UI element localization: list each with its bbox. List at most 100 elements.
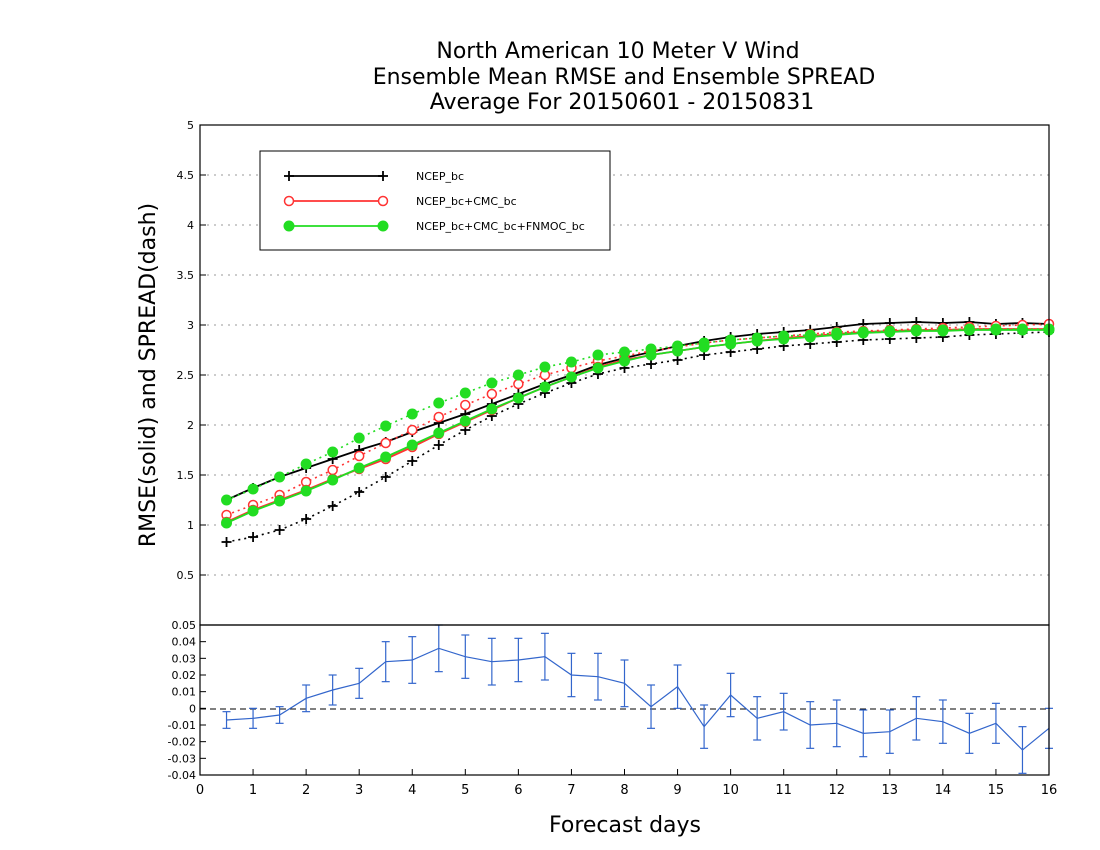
data-point (619, 355, 630, 367)
data-point (354, 487, 365, 497)
data-point (284, 171, 294, 181)
y-tick-label: 4.5 (177, 169, 195, 182)
data-point (910, 325, 922, 337)
data-point (513, 378, 524, 390)
data-point (407, 424, 418, 436)
x-axis-label: Forecast days (549, 813, 701, 838)
y-tick-label: 0.02 (172, 669, 197, 682)
error-bar (328, 674, 337, 706)
data-point (301, 514, 312, 524)
data-point (486, 377, 498, 389)
data-point (327, 501, 338, 511)
y-tick-label: 1 (187, 519, 194, 532)
data-point (778, 333, 790, 345)
data-point (460, 399, 471, 411)
error-bar (832, 699, 841, 748)
data-point (1016, 324, 1028, 336)
data-point (406, 439, 418, 451)
y-tick-label: -0.04 (168, 769, 196, 782)
error-bar (885, 709, 894, 754)
data-point (247, 483, 259, 495)
data-point (274, 525, 285, 535)
x-tick-label: 13 (882, 783, 899, 798)
top-y-axis-ticks: 0.5 1 1.5 2 2.5 3 3.5 4 4.5 5 (177, 119, 206, 582)
data-point (327, 464, 338, 476)
data-point (353, 462, 365, 474)
x-tick-label: 8 (620, 783, 628, 798)
data-point (751, 335, 763, 347)
error-bar (275, 706, 284, 724)
x-tick-label: 9 (673, 783, 681, 798)
legend: NCEP_bc NCEP_bc+CMC_bc NCEP_bc+CMC_bc+FNMO… (259, 150, 611, 251)
error-bar (647, 684, 656, 729)
data-point (283, 195, 295, 207)
data-point (565, 356, 577, 368)
top-series-layer (221, 317, 1055, 547)
series-line-spread (226, 323, 1050, 516)
x-tick-label: 1 (249, 783, 257, 798)
error-bar (593, 652, 602, 701)
data-point (300, 485, 312, 497)
data-point (327, 474, 339, 486)
y-tick-label: 0.05 (172, 619, 197, 632)
data-point (433, 427, 445, 439)
y-tick-label: 5 (187, 119, 194, 132)
bottom-series-layer (222, 624, 1053, 774)
x-tick-label: 0 (196, 783, 204, 798)
y-tick-label: 0 (189, 702, 196, 715)
legend-label: NCEP_bc (416, 170, 464, 183)
data-point (884, 326, 896, 338)
data-point (247, 505, 259, 517)
data-point (539, 361, 551, 373)
y-tick-label: 0.03 (172, 652, 197, 665)
y-axis-label: RMSE(solid) and SPREAD(dash) (136, 203, 161, 547)
data-point (512, 369, 524, 381)
x-tick-label: 15 (988, 783, 1005, 798)
data-point (300, 458, 312, 470)
data-point (486, 403, 498, 415)
data-point (433, 397, 445, 409)
legend-label: NCEP_bc+CMC_bc (416, 195, 517, 208)
y-tick-label: 2 (187, 419, 194, 432)
y-tick-label: 3.5 (177, 269, 195, 282)
error-bar (726, 672, 735, 718)
error-bar (567, 652, 576, 698)
data-point (698, 341, 710, 353)
title-line-2: Ensemble Mean RMSE and Ensemble SPREAD (373, 65, 876, 90)
data-point (283, 220, 295, 232)
data-point (380, 451, 392, 463)
data-point (327, 446, 339, 458)
data-point (565, 371, 577, 383)
x-tick-label: 14 (935, 783, 952, 798)
x-tick-label: 7 (567, 783, 575, 798)
bottom-y-axis-ticks: -0.04 -0.03 -0.02 -0.01 0 0.01 0.02 0.03 0.04 0.0… (168, 619, 206, 782)
y-tick-label: 2.5 (177, 369, 195, 382)
data-point (221, 494, 233, 506)
data-point (672, 345, 684, 357)
data-point (406, 408, 418, 420)
x-tick-label: 3 (355, 783, 363, 798)
data-point (672, 355, 683, 365)
error-bar (514, 637, 523, 683)
error-bar (540, 632, 549, 681)
data-point (459, 387, 471, 399)
y-tick-label: 3 (187, 319, 194, 332)
data-point (486, 388, 498, 400)
data-point (990, 324, 1002, 336)
error-bar (434, 624, 443, 673)
error-bar (965, 712, 974, 754)
data-point (380, 472, 391, 482)
x-axis-ticks: 0 1 2 3 4 5 6 7 8 9 10 11 12 13 14 15 16 (196, 769, 1057, 798)
title-line-3: Average For 20150601 - 20150831 (430, 90, 815, 115)
data-point (592, 362, 604, 374)
y-tick-label: 4 (187, 219, 194, 232)
data-point (937, 325, 949, 337)
data-point (274, 471, 286, 483)
error-bar (620, 659, 629, 708)
chart-title: North American 10 Meter V Wind Ensemble … (373, 39, 876, 115)
error-bar (938, 699, 947, 744)
error-bar (487, 637, 496, 686)
error-bar (302, 684, 311, 713)
data-point (459, 415, 471, 427)
x-tick-label: 2 (302, 783, 310, 798)
